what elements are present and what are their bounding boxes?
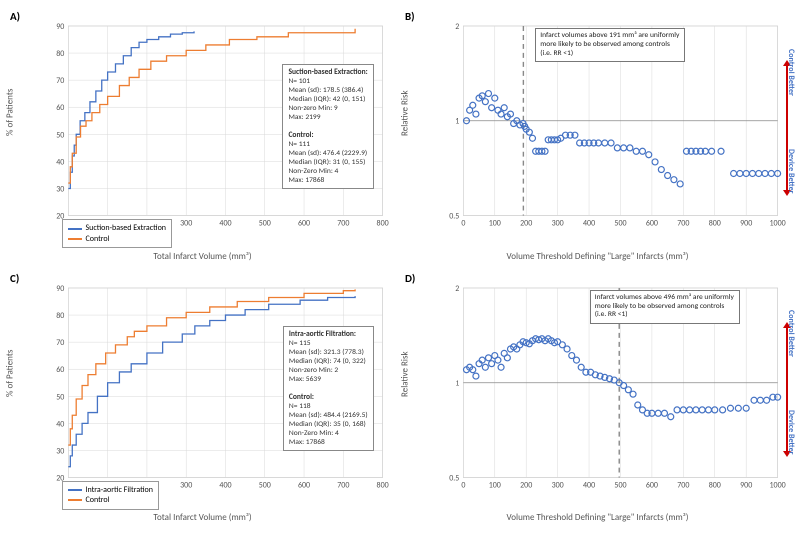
svg-text:900: 900 bbox=[740, 219, 752, 229]
svg-text:900: 900 bbox=[740, 480, 752, 490]
svg-text:1: 1 bbox=[455, 117, 459, 127]
svg-text:800: 800 bbox=[377, 480, 389, 490]
panel-b: B) Relative Risk 0 100 200 300 400 500 600 700 8… bbox=[403, 8, 792, 264]
panel-a-xlabel: Total Infarct Volume (mm³) bbox=[153, 251, 251, 262]
panel-b-xlabel: Volume Threshold Defining "Large" Infarc… bbox=[507, 251, 689, 262]
legend: Intra-aortic FiltrationControl bbox=[62, 481, 159, 510]
svg-text:300: 300 bbox=[180, 480, 192, 490]
svg-text:1000: 1000 bbox=[770, 480, 786, 490]
panel-d: D) Relative Risk 0 100 200 300 400 500 600 700 8… bbox=[403, 270, 792, 526]
side-label-bottom: Device Better bbox=[786, 410, 796, 454]
svg-text:400: 400 bbox=[583, 219, 595, 229]
svg-text:600: 600 bbox=[298, 480, 310, 490]
figure-grid: A) % of Patients 01002003004005006007008… bbox=[8, 8, 792, 525]
svg-text:30: 30 bbox=[56, 446, 64, 456]
svg-text:700: 700 bbox=[677, 480, 689, 490]
svg-text:40: 40 bbox=[56, 419, 64, 429]
svg-text:700: 700 bbox=[337, 219, 349, 229]
side-label-top: Control Better bbox=[786, 49, 796, 96]
svg-text:500: 500 bbox=[259, 219, 271, 229]
panel-b-label: B) bbox=[405, 10, 415, 23]
svg-text:100: 100 bbox=[489, 480, 501, 490]
svg-text:700: 700 bbox=[337, 480, 349, 490]
svg-text:500: 500 bbox=[259, 480, 271, 490]
svg-text:70: 70 bbox=[56, 338, 64, 348]
panel-c-label: C) bbox=[10, 272, 19, 285]
svg-text:80: 80 bbox=[56, 49, 64, 59]
panel-c-xlabel: Total Infarct Volume (mm³) bbox=[153, 512, 251, 523]
svg-text:30: 30 bbox=[56, 184, 64, 194]
legend: Suction-based ExtractionControl bbox=[62, 219, 172, 248]
svg-text:70: 70 bbox=[56, 76, 64, 86]
svg-text:500: 500 bbox=[614, 480, 626, 490]
svg-text:200: 200 bbox=[520, 219, 532, 229]
panel-b-ylabel: Relative Risk bbox=[400, 90, 411, 136]
callout: Infarct volumes above 496 mm³ are unifor… bbox=[590, 290, 740, 324]
svg-text:600: 600 bbox=[646, 219, 658, 229]
svg-text:300: 300 bbox=[552, 480, 564, 490]
svg-text:400: 400 bbox=[219, 219, 231, 229]
svg-text:700: 700 bbox=[677, 219, 689, 229]
panel-d-ylabel: Relative Risk bbox=[400, 352, 411, 398]
svg-text:800: 800 bbox=[709, 219, 721, 229]
svg-text:40: 40 bbox=[56, 157, 64, 167]
svg-text:90: 90 bbox=[56, 22, 64, 32]
svg-text:50: 50 bbox=[56, 130, 64, 140]
svg-text:0.5: 0.5 bbox=[449, 212, 459, 222]
svg-text:0: 0 bbox=[461, 480, 465, 490]
svg-text:300: 300 bbox=[180, 219, 192, 229]
panel-a: A) % of Patients 01002003004005006007008… bbox=[8, 8, 397, 264]
svg-text:2: 2 bbox=[455, 22, 459, 32]
panel-d-label: D) bbox=[405, 272, 415, 285]
panel-a-ylabel: % of Patients bbox=[5, 88, 16, 135]
svg-text:50: 50 bbox=[56, 392, 64, 402]
svg-text:800: 800 bbox=[709, 480, 721, 490]
side-label-top: Control Better bbox=[786, 310, 796, 357]
svg-text:400: 400 bbox=[583, 480, 595, 490]
svg-text:60: 60 bbox=[56, 365, 64, 375]
svg-text:800: 800 bbox=[377, 219, 389, 229]
svg-text:80: 80 bbox=[56, 311, 64, 321]
svg-text:0: 0 bbox=[461, 219, 465, 229]
stats-box: Suction-based Extraction:N= 101Mean (sd)… bbox=[282, 64, 373, 189]
svg-text:300: 300 bbox=[552, 219, 564, 229]
svg-text:200: 200 bbox=[520, 480, 532, 490]
svg-text:600: 600 bbox=[646, 480, 658, 490]
callout: Infarct volumes above 191 mm³ are unifor… bbox=[535, 28, 685, 62]
panel-d-xlabel: Volume Threshold Defining "Large" Infarc… bbox=[507, 512, 689, 523]
svg-text:1: 1 bbox=[455, 378, 459, 388]
svg-text:100: 100 bbox=[489, 219, 501, 229]
svg-text:60: 60 bbox=[56, 103, 64, 113]
svg-text:0.5: 0.5 bbox=[449, 473, 459, 483]
panel-a-label: A) bbox=[10, 10, 20, 23]
svg-text:2: 2 bbox=[455, 283, 459, 293]
svg-text:600: 600 bbox=[298, 219, 310, 229]
panel-c: C) % of Patients 01002003004005006007008… bbox=[8, 270, 397, 526]
stats-box: Intra-aortic Filtration:N= 115Mean (sd):… bbox=[283, 326, 374, 451]
side-label-bottom: Device Better bbox=[786, 149, 796, 193]
svg-text:400: 400 bbox=[219, 480, 231, 490]
svg-text:500: 500 bbox=[614, 219, 626, 229]
svg-text:1000: 1000 bbox=[770, 219, 786, 229]
svg-text:90: 90 bbox=[56, 283, 64, 293]
panel-c-ylabel: % of Patients bbox=[5, 350, 16, 397]
